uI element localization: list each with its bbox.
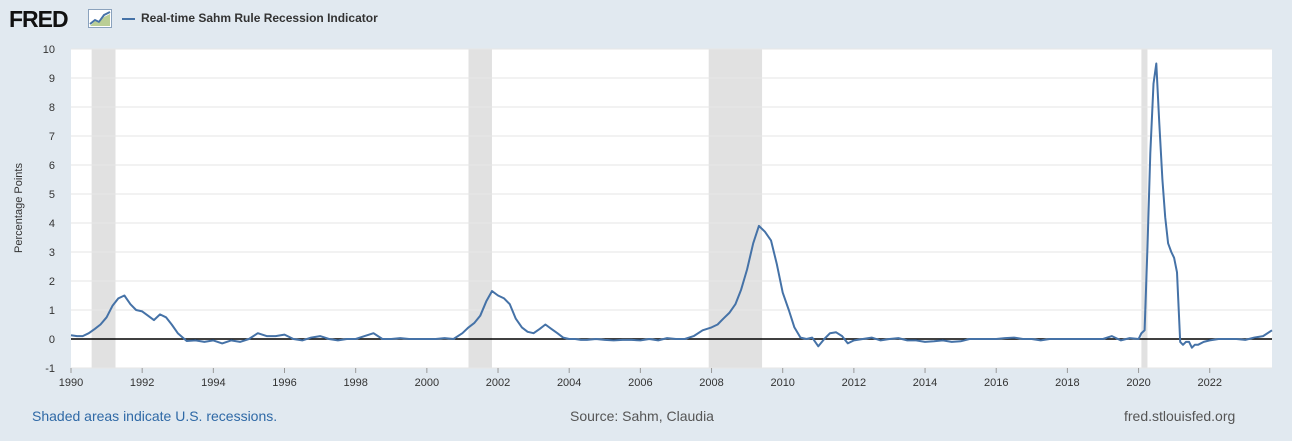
y-tick-label: 2 — [49, 276, 55, 288]
x-tick-label: 2016 — [984, 377, 1008, 389]
y-tick-label: 6 — [49, 160, 55, 172]
y-tick-label: 3 — [49, 247, 55, 259]
x-tick-label: 2008 — [699, 377, 723, 389]
y-tick-label: 8 — [49, 102, 55, 114]
x-tick-label: 2018 — [1055, 377, 1079, 389]
recession-shading — [91, 49, 1148, 368]
recession-note-link[interactable]: Shaded areas indicate U.S. recessions. — [32, 408, 278, 424]
site-label: fred.stlouisfed.org — [1124, 408, 1236, 424]
x-tick-label: 1998 — [343, 377, 367, 389]
source-label: Source: Sahm, Claudia — [570, 408, 714, 424]
x-tick-label: 2020 — [1126, 377, 1150, 389]
legend-series-title[interactable]: Real-time Sahm Rule Recession Indicator — [141, 11, 378, 25]
x-tick-label: 2010 — [770, 377, 794, 389]
recession-band — [468, 49, 492, 368]
recession-band — [91, 49, 116, 368]
y-axis-ticks: -1 0 1 2 3 4 5 6 7 8 9 10 — [43, 44, 55, 375]
legend-line-swatch — [122, 18, 135, 20]
y-axis-label: Percentage Points — [13, 163, 25, 253]
y-tick-label: 10 — [43, 44, 55, 56]
x-tick-label: 1992 — [130, 377, 154, 389]
x-tick-label: 1996 — [272, 377, 296, 389]
series-line[interactable] — [70, 62, 1273, 349]
x-tick-label: 2002 — [486, 377, 510, 389]
x-tick-label: 2000 — [415, 377, 439, 389]
x-tick-label: 1990 — [59, 377, 83, 389]
line-graph-icon — [88, 9, 112, 28]
plot-background — [71, 49, 1272, 368]
x-tick-label: 2004 — [557, 377, 581, 389]
y-tick-label: -1 — [45, 363, 55, 375]
x-tick-label: 2006 — [628, 377, 652, 389]
x-tick-label: 2012 — [842, 377, 866, 389]
y-tick-label: 5 — [49, 189, 55, 201]
x-tick-label: 1994 — [201, 377, 225, 389]
recession-band — [708, 49, 763, 368]
recession-band — [1141, 49, 1148, 368]
y-tick-label: 4 — [49, 218, 55, 230]
y-tick-label: 7 — [49, 131, 55, 143]
x-tick-label: 2022 — [1197, 377, 1221, 389]
fred-logo[interactable]: FRED — [9, 6, 69, 32]
x-axis-ticks: 1990 1992 1994 1996 1998 2000 2002 2004 2006 2008… — [59, 368, 1222, 389]
y-tick-label: 1 — [49, 305, 55, 317]
header: FRED Real-time Sahm Rule Recession Indic… — [0, 0, 1292, 40]
x-tick-label: 2014 — [913, 377, 937, 389]
gridlines — [71, 48, 1272, 369]
y-tick-label: 0 — [49, 334, 55, 346]
y-tick-label: 9 — [49, 73, 55, 85]
